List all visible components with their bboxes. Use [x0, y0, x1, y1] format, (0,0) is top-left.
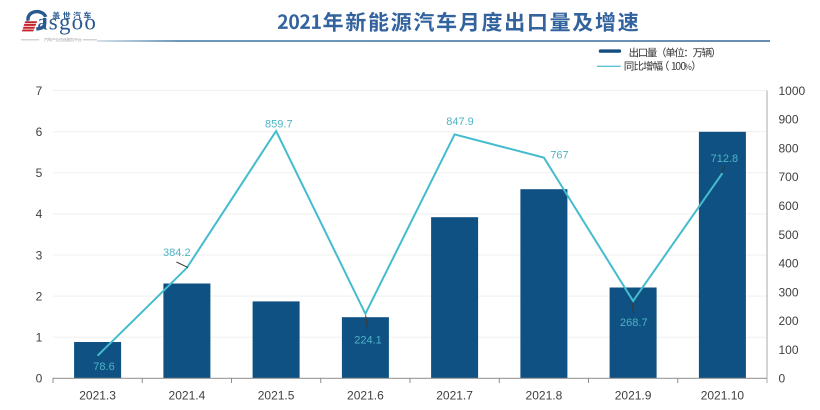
svg-text:847.9: 847.9: [446, 116, 474, 128]
svg-text:2021.6: 2021.6: [347, 388, 384, 402]
svg-text:400: 400: [779, 257, 799, 271]
svg-text:500: 500: [779, 228, 799, 242]
svg-text:900: 900: [779, 113, 799, 127]
svg-text:2021.10: 2021.10: [701, 388, 745, 402]
svg-text:0: 0: [779, 372, 786, 386]
svg-text:100: 100: [779, 343, 799, 357]
svg-text:384.2: 384.2: [163, 247, 191, 259]
svg-text:2021.4: 2021.4: [169, 388, 206, 402]
svg-text:2021.8: 2021.8: [526, 388, 563, 402]
svg-text:2021.5: 2021.5: [258, 388, 295, 402]
svg-text:767: 767: [550, 150, 568, 162]
svg-text:1: 1: [36, 331, 43, 345]
svg-text:600: 600: [779, 199, 799, 213]
svg-text:712.8: 712.8: [711, 153, 739, 165]
svg-text:2021.7: 2021.7: [436, 388, 473, 402]
svg-text:859.7: 859.7: [265, 119, 293, 131]
svg-text:78.6: 78.6: [93, 361, 114, 373]
svg-text:700: 700: [779, 170, 799, 184]
svg-text:4: 4: [36, 207, 43, 221]
svg-text:200: 200: [779, 314, 799, 328]
svg-text:1000: 1000: [779, 84, 806, 98]
svg-text:5: 5: [36, 166, 43, 180]
svg-text:800: 800: [779, 141, 799, 155]
svg-text:2021.9: 2021.9: [615, 388, 652, 402]
svg-text:224.1: 224.1: [354, 335, 382, 347]
svg-text:0: 0: [36, 372, 43, 386]
svg-text:6: 6: [36, 125, 43, 139]
svg-text:3: 3: [36, 248, 43, 262]
svg-text:268.7: 268.7: [620, 317, 648, 329]
svg-text:2021.3: 2021.3: [79, 388, 116, 402]
svg-text:7: 7: [36, 84, 43, 98]
svg-text:300: 300: [779, 285, 799, 299]
svg-text:2: 2: [36, 289, 43, 303]
